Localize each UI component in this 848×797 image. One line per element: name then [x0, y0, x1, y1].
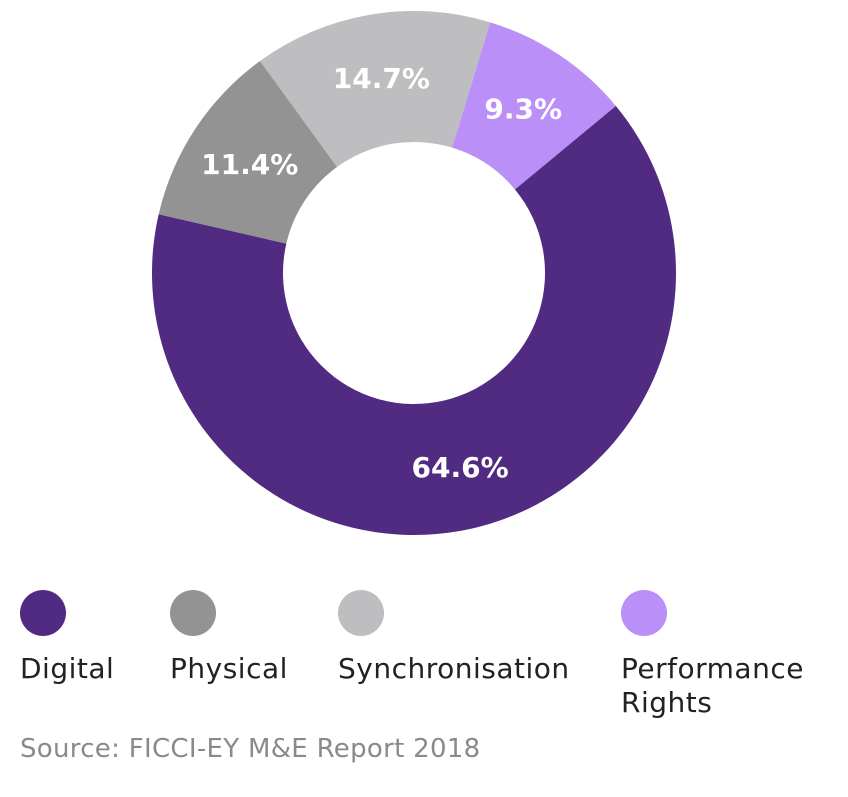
source-note: Source: FICCI-EY M&E Report 2018	[20, 734, 481, 764]
slice-label-performance-rights: 9.3%	[484, 93, 562, 126]
slice-label-digital: 64.6%	[412, 451, 509, 484]
slice-label-physical: 11.4%	[201, 148, 298, 181]
legend-item-digital: Digital	[20, 590, 114, 686]
legend-swatch-physical	[170, 590, 216, 636]
legend-item-synchronisation: Synchronisation	[338, 590, 570, 686]
slice-label-synchronisation: 14.7%	[333, 62, 430, 95]
legend-label-digital: Digital	[20, 652, 115, 685]
legend-swatch-performance-rights	[621, 590, 667, 636]
legend-label-physical: Physical	[170, 652, 288, 685]
legend-item-performance-rights: Performance Rights	[621, 590, 804, 720]
donut-chart: 14.7% 9.3% 64.6% 11.4%	[152, 11, 676, 536]
legend-item-physical: Physical	[170, 590, 288, 686]
slice-digital	[152, 105, 676, 536]
legend-label-synchronisation: Synchronisation	[338, 652, 570, 685]
legend-label-performance-rights: Performance Rights	[621, 652, 804, 719]
slice-performance-rights	[452, 22, 616, 190]
donut-value-labels: 14.7% 9.3% 64.6% 11.4%	[201, 62, 562, 484]
slice-physical	[158, 61, 338, 244]
legend-swatch-synchronisation	[338, 590, 384, 636]
legend-swatch-digital	[20, 590, 66, 636]
donut-slices	[152, 11, 676, 536]
slice-synchronisation	[260, 11, 491, 168]
